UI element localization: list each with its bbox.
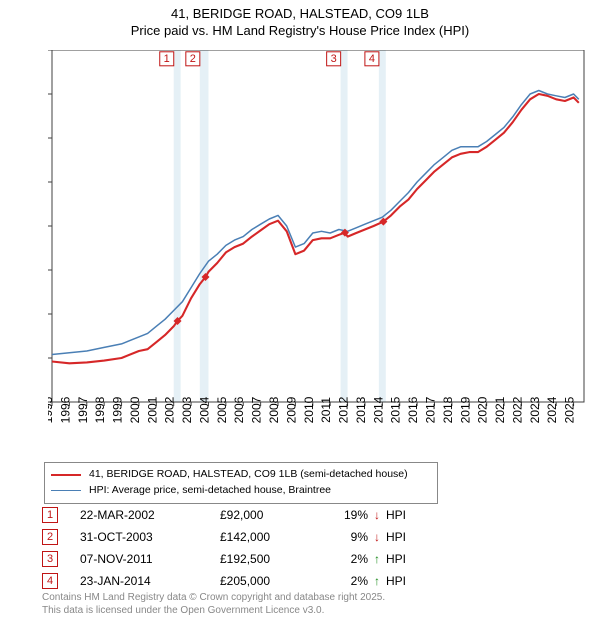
svg-text:2022: 2022 [510,396,524,423]
svg-text:2003: 2003 [180,396,194,423]
title-line-2: Price paid vs. HM Land Registry's House … [10,23,590,38]
transactions-table: 122-MAR-2002£92,00019%↓HPI231-OCT-2003£1… [42,504,426,592]
transaction-row: 2 31-OCT-2003£142,0009%↓HPI [42,526,426,548]
transaction-pct: 9% [328,530,368,544]
transaction-price: £142,000 [220,530,328,544]
arrow-icon: ↑ [368,574,386,588]
svg-text:2009: 2009 [284,396,298,423]
transaction-hpi: HPI [386,552,426,566]
transaction-price: £205,000 [220,574,328,588]
footer-line-2: This data is licensed under the Open Gov… [42,605,385,618]
arrow-icon: ↓ [368,530,386,544]
svg-text:1998: 1998 [93,396,107,423]
transaction-row: 1 22-MAR-2002£92,00019%↓HPI [42,504,426,526]
svg-text:2: 2 [190,53,196,65]
arrow-icon: ↑ [368,552,386,566]
transaction-hpi: HPI [386,574,426,588]
transaction-date: 23-JAN-2014 [80,574,220,588]
footer-line-1: Contains HM Land Registry data © Crown c… [42,592,385,605]
transaction-pct: 19% [328,508,368,522]
titles: 41, BERIDGE ROAD, HALSTEAD, CO9 1LB Pric… [10,6,590,38]
transaction-row: 3 07-NOV-2011£192,5002%↑HPI [42,548,426,570]
legend-swatch-red [51,474,81,476]
svg-text:2014: 2014 [371,396,385,423]
svg-text:2017: 2017 [423,396,437,423]
transaction-date: 22-MAR-2002 [80,508,220,522]
legend-row-blue: HPI: Average price, semi-detached house,… [51,483,431,499]
svg-text:2010: 2010 [302,396,316,423]
svg-text:2006: 2006 [232,396,246,423]
svg-text:2007: 2007 [250,396,264,423]
legend: 41, BERIDGE ROAD, HALSTEAD, CO9 1LB (sem… [44,462,438,504]
transaction-price: £92,000 [220,508,328,522]
svg-text:2016: 2016 [406,396,420,423]
page-root: 41, BERIDGE ROAD, HALSTEAD, CO9 1LB Pric… [0,0,600,620]
svg-text:2018: 2018 [441,396,455,423]
svg-text:2000: 2000 [128,396,142,423]
svg-text:4: 4 [369,53,375,65]
legend-row-red: 41, BERIDGE ROAD, HALSTEAD, CO9 1LB (sem… [51,467,431,483]
transaction-pct: 2% [328,574,368,588]
chart-svg: £0£50K£100K£150K£200K£250K£300K£350K£400… [48,50,588,450]
svg-text:2001: 2001 [145,396,159,423]
svg-text:2005: 2005 [215,396,229,423]
transaction-marker: 2 [42,529,58,545]
svg-text:2002: 2002 [163,396,177,423]
transaction-marker: 3 [42,551,58,567]
svg-text:2025: 2025 [563,396,577,423]
transaction-price: £192,500 [220,552,328,566]
transaction-row: 4 23-JAN-2014£205,0002%↑HPI [42,570,426,592]
svg-text:1999: 1999 [111,396,125,423]
transaction-pct: 2% [328,552,368,566]
svg-text:2008: 2008 [267,396,281,423]
legend-label-blue: HPI: Average price, semi-detached house,… [89,483,331,499]
title-line-1: 41, BERIDGE ROAD, HALSTEAD, CO9 1LB [10,6,590,21]
footer: Contains HM Land Registry data © Crown c… [42,592,385,617]
transaction-date: 07-NOV-2011 [80,552,220,566]
svg-text:2021: 2021 [493,396,507,423]
transaction-date: 31-OCT-2003 [80,530,220,544]
transaction-hpi: HPI [386,530,426,544]
transaction-marker: 4 [42,573,58,589]
arrow-icon: ↓ [368,508,386,522]
transaction-marker: 1 [42,507,58,523]
svg-text:2004: 2004 [197,396,211,423]
legend-swatch-blue [51,490,81,491]
svg-text:3: 3 [331,53,337,65]
svg-text:2015: 2015 [389,396,403,423]
svg-text:1996: 1996 [58,396,72,423]
svg-text:2023: 2023 [528,396,542,423]
svg-text:2011: 2011 [319,397,333,423]
svg-text:1: 1 [164,53,170,65]
svg-text:2024: 2024 [545,396,559,423]
chart: £0£50K£100K£150K£200K£250K£300K£350K£400… [48,50,588,402]
svg-text:1995: 1995 [48,396,55,423]
svg-text:2019: 2019 [458,396,472,423]
svg-text:1997: 1997 [76,396,90,423]
transaction-hpi: HPI [386,508,426,522]
legend-label-red: 41, BERIDGE ROAD, HALSTEAD, CO9 1LB (sem… [89,467,408,483]
svg-text:2020: 2020 [476,396,490,423]
svg-text:2012: 2012 [337,396,351,423]
svg-text:2013: 2013 [354,396,368,423]
